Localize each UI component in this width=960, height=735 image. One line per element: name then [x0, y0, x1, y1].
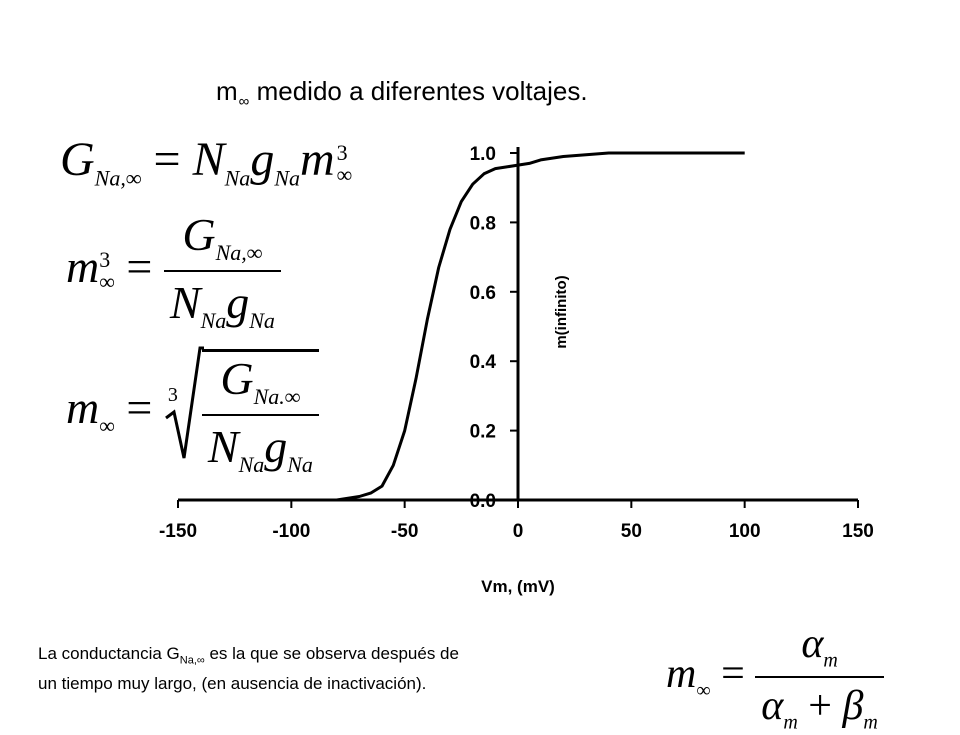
eq4-plus: + [808, 683, 832, 730]
eq4-lhs-sub: ∞ [696, 679, 711, 702]
x-tick-label: 150 [842, 521, 874, 542]
eq3-num: G [220, 353, 254, 404]
eq4-num: α [801, 621, 824, 667]
eq4-equals: = [721, 651, 745, 698]
series-line [336, 151, 745, 502]
eq3-den-n: N [207, 421, 239, 473]
note-line1-post: es la que se observa después de [204, 644, 459, 663]
eq3-root-index: 3 [167, 384, 178, 406]
eq1-n: N [192, 133, 225, 186]
eq3-lhs-sub: ∞ [99, 412, 115, 438]
y-tick-label: 0.6 [470, 283, 496, 304]
y-tick-label: 0.8 [470, 213, 496, 234]
equation-g-na-inf: GNa,∞ = NNagNam 3 ∞ [60, 132, 352, 192]
x-tick-label: 50 [621, 521, 642, 542]
eq2-den-g-sub: Na [249, 308, 275, 334]
eq1-g-sub: Na [274, 165, 300, 191]
eq1-m-sup: 3 [336, 139, 348, 165]
equation-m-inf-root: m∞ = 3 GNa.∞ NNagNa [66, 346, 319, 478]
eq3-num-sub: Na.∞ [253, 384, 301, 410]
eq2-den-n: N [169, 277, 201, 329]
x-tick-label: 0 [513, 521, 524, 542]
equation-m-inf-cubed: m 3 ∞ = GNa,∞ NNagNa [66, 208, 281, 334]
eq4-den-beta: β [842, 683, 864, 730]
y-axis-label: m(infinito) [553, 275, 570, 348]
x-tick-label: 100 [729, 521, 761, 542]
eq3-equals: = [126, 381, 153, 433]
eq2-lhs-sub: ∞ [99, 269, 115, 295]
x-tick-label: -50 [391, 521, 418, 542]
eq3-fraction: GNa.∞ NNagNa [201, 352, 319, 478]
eq2-den-g: g [226, 277, 250, 329]
title-text: medido a diferentes voltajes. [249, 76, 588, 106]
eq2-fraction: GNa,∞ NNagNa [163, 208, 281, 334]
eq2-lhs-sup: 3 [99, 247, 111, 273]
eq1-lhs-sub: Na,∞ [94, 165, 142, 191]
eq3-lhs: m [66, 381, 100, 433]
eq1-g: g [250, 133, 275, 186]
eq3-den-g: g [264, 421, 288, 473]
eq4-den-alpha: α [761, 683, 784, 730]
x-tick-label: -100 [272, 521, 310, 542]
radical-sign-icon [164, 346, 204, 459]
x-axis-label: Vm, (mV) [481, 577, 555, 596]
y-tick-label: 0.4 [470, 352, 497, 373]
eq1-lhs: G [60, 133, 95, 186]
eq3-den-n-sub: Na [238, 452, 265, 478]
note-line1-sub: Na,∞ [179, 654, 205, 667]
eq2-equals: = [126, 240, 153, 292]
footnote-text: La conductancia GNa,∞ es la que se obser… [38, 642, 459, 696]
eq2-den-n-sub: Na [200, 308, 227, 334]
title-symbol: m [216, 76, 238, 106]
eq2-num-sub: Na,∞ [215, 240, 263, 266]
y-tick-label: 0.2 [470, 422, 496, 443]
y-tick-label: 0.0 [470, 491, 496, 512]
eq1-n-sub: Na [224, 165, 251, 191]
eq4-lhs: m [666, 651, 697, 698]
page-title: m∞ medido a diferentes voltajes. [216, 76, 588, 110]
note-line1-pre: La conductancia G [38, 644, 180, 663]
eq2-lhs: m [66, 240, 100, 292]
eq4-num-sub: m [823, 649, 838, 672]
eq1-m-sub: ∞ [336, 161, 353, 187]
m-infinity-chart: -150 -100 -50 0 50 100 150 0.0 0.2 0.4 0.6 0.8 1.0 V… [159, 144, 874, 596]
title-subscript: ∞ [238, 93, 250, 110]
x-tick-label: -150 [159, 521, 197, 542]
note-line2: un tiempo muy largo, (en ausencia de ina… [38, 674, 427, 694]
y-tick-label: 1.0 [470, 144, 496, 165]
eq3-radical: 3 GNa.∞ NNagNa [164, 346, 319, 478]
eq3-den-g-sub: Na [287, 452, 313, 478]
eq1-m: m [300, 133, 335, 186]
eq2-num: G [182, 209, 216, 260]
eq1-equals: = [153, 133, 181, 186]
